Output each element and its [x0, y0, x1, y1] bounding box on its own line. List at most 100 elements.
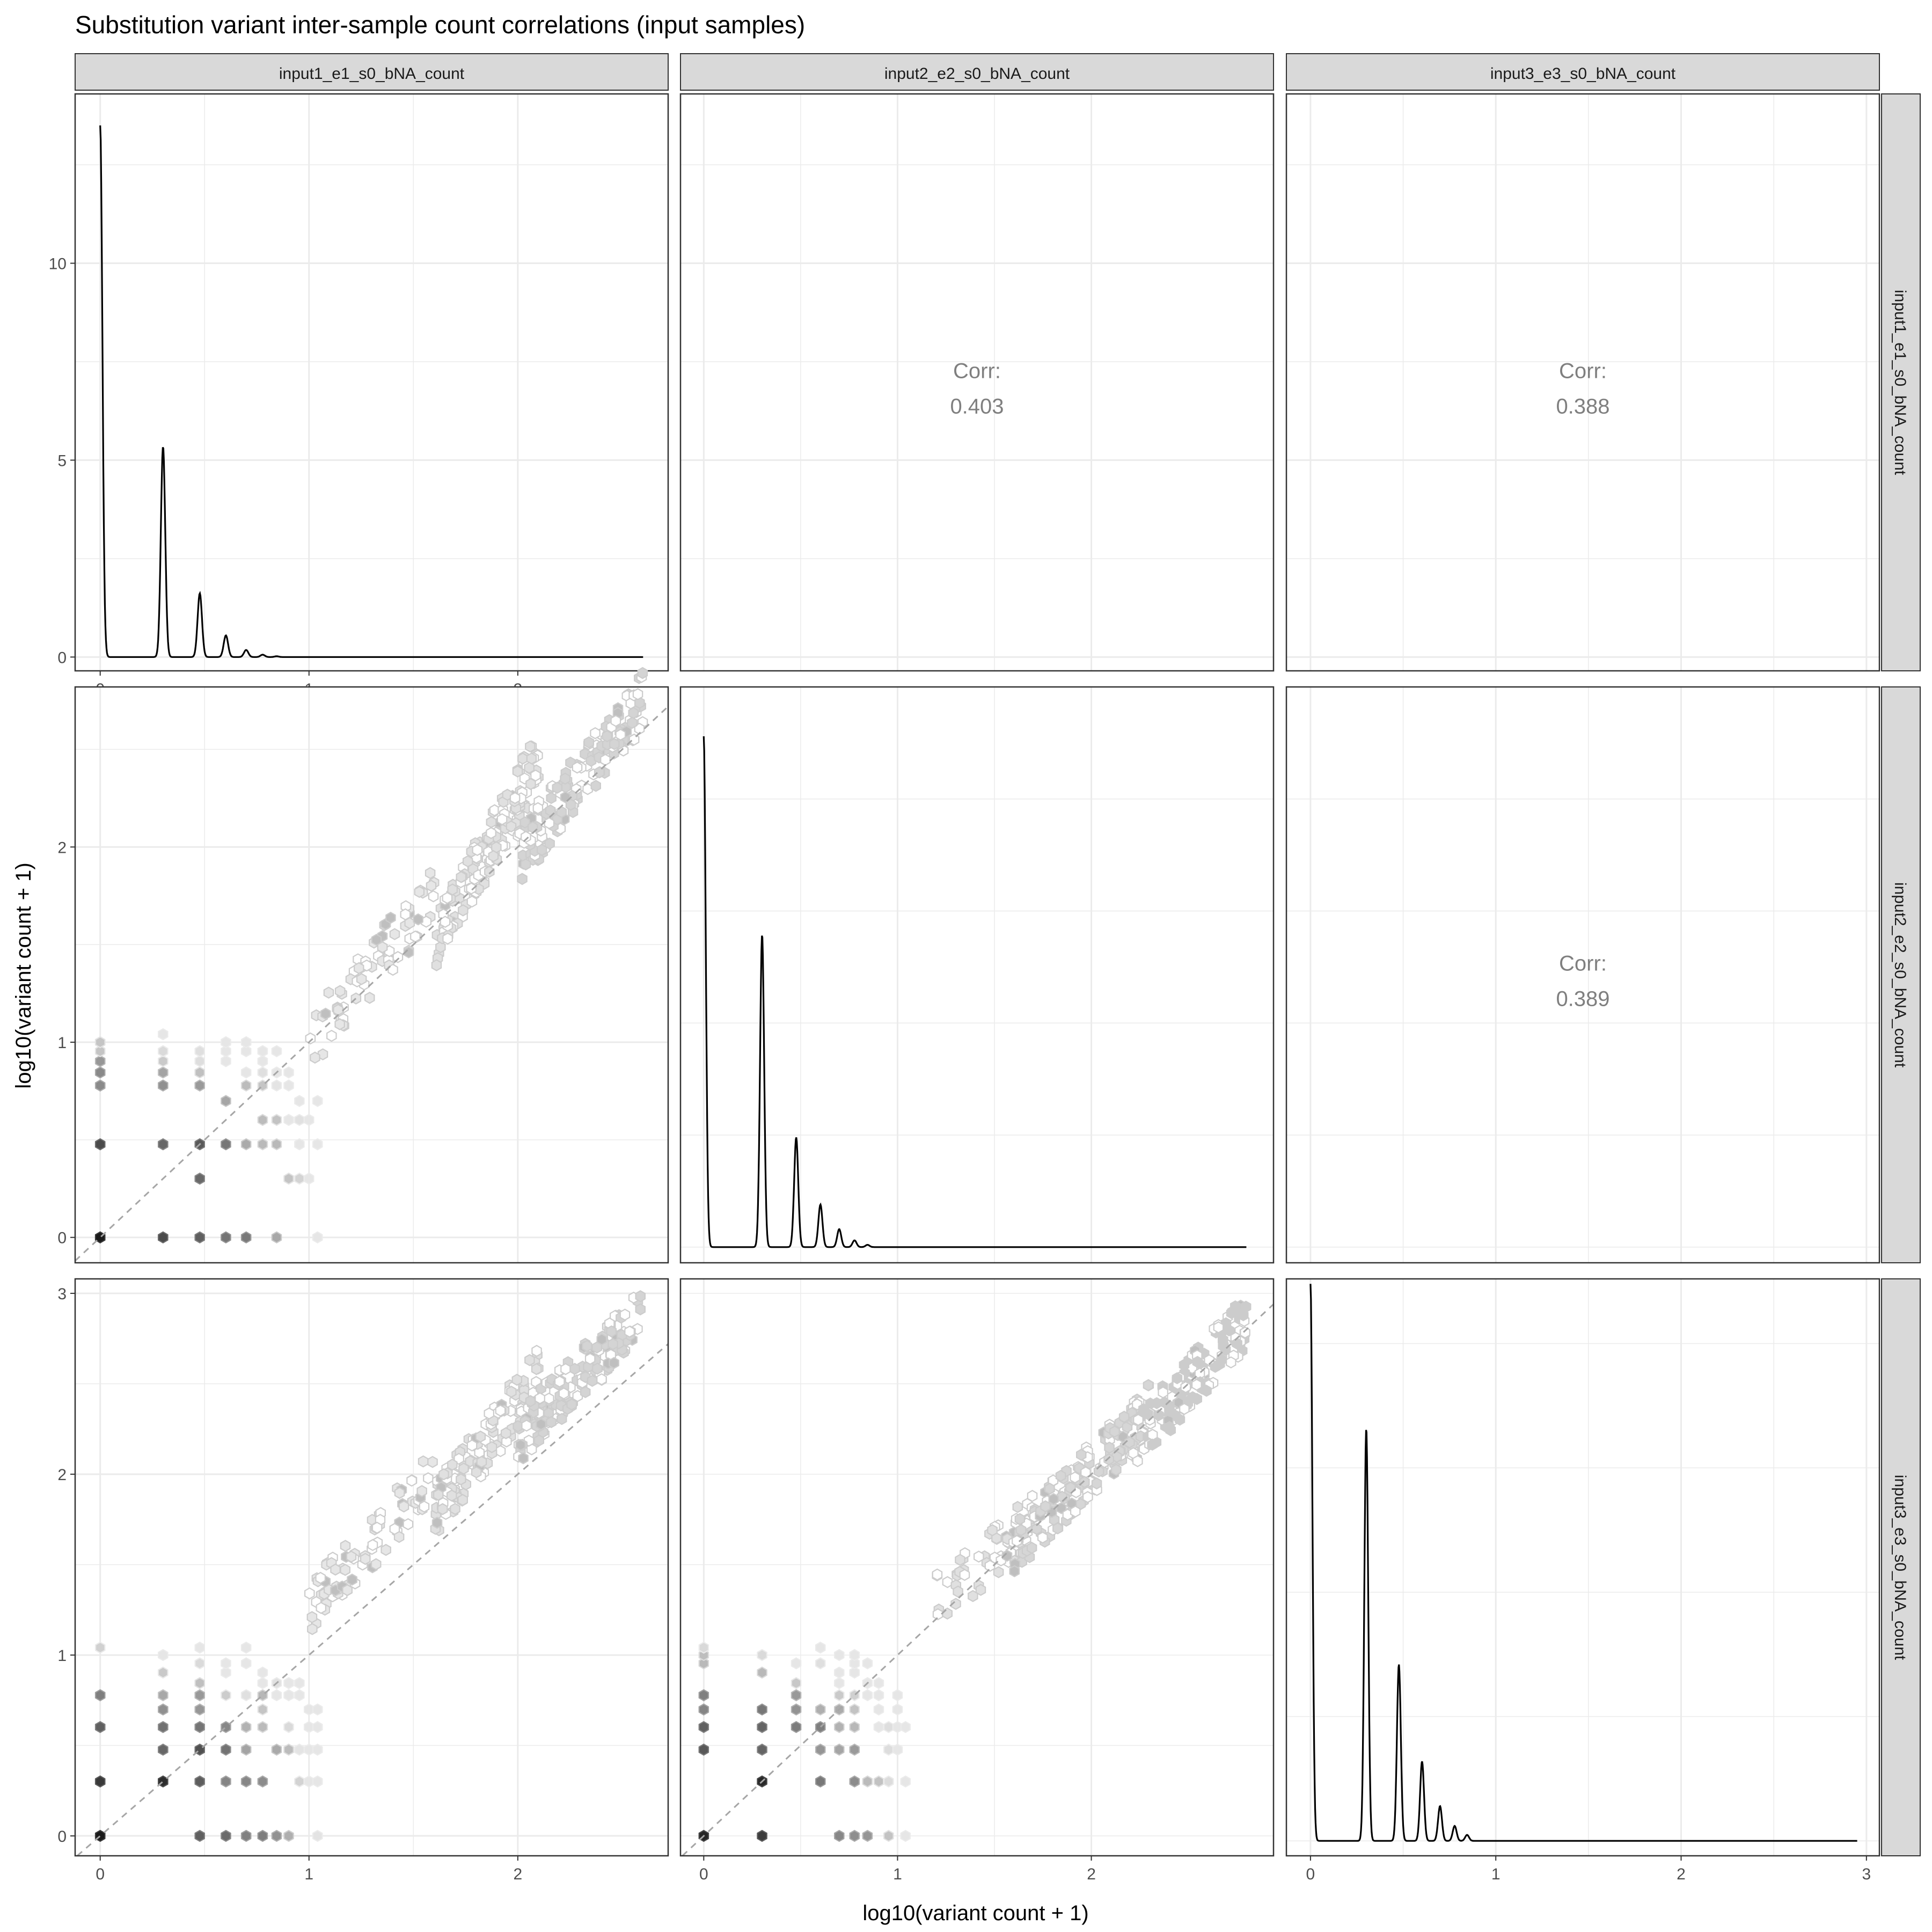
- x-axis-title: log10(variant count + 1): [862, 1901, 1088, 1925]
- hexbin-cell: [1070, 1505, 1081, 1518]
- hexbin-cell: [506, 1386, 517, 1398]
- hexbin-cell: [1213, 1321, 1224, 1334]
- hexbin-cell: [546, 792, 557, 804]
- hexbin-cell: [323, 986, 334, 999]
- hexbin-cell: [402, 1518, 414, 1531]
- hexbin-cell: [438, 1468, 449, 1481]
- hexbin-cell: [552, 781, 563, 794]
- hexbin-cell: [1118, 1410, 1130, 1423]
- hexbin-cell: [833, 1829, 845, 1842]
- hexbin-cell: [1191, 1379, 1202, 1391]
- hexbin-cell: [312, 1138, 323, 1151]
- y-tick-label: 0: [57, 649, 67, 667]
- hexbin-cell: [394, 1487, 405, 1499]
- panel-background: [1286, 687, 1879, 1263]
- hexbin-cell: [610, 715, 621, 727]
- hexbin-cell: [257, 1677, 268, 1689]
- hexbin-cell: [361, 959, 372, 972]
- row-strip-label-1: input1_e1_s0_bNA_count: [1891, 290, 1909, 475]
- hexbin-cell: [456, 870, 467, 883]
- hexbin-cell: [194, 1231, 205, 1243]
- hexbin-cell: [471, 1466, 482, 1479]
- hexbin-cell: [283, 1677, 294, 1689]
- hexbin-cell: [462, 855, 473, 868]
- hexbin-cell: [791, 1657, 802, 1670]
- hexbin-cell: [403, 946, 414, 958]
- hexbin-cell: [158, 1703, 169, 1716]
- hexbin-cell: [556, 1413, 567, 1425]
- hexbin-cell: [356, 973, 367, 985]
- hexbin-cell: [221, 1231, 231, 1243]
- panel-background: [680, 94, 1274, 671]
- hexbin-cell: [1040, 1500, 1051, 1513]
- panel-background: [1286, 1279, 1879, 1856]
- hexbin-cell: [608, 1338, 618, 1350]
- hexbin-cell: [240, 1231, 252, 1243]
- density-curve: [702, 736, 1247, 1248]
- hexbin-cell: [524, 762, 535, 774]
- hexbin-cell: [590, 780, 602, 792]
- hexbin-cell: [584, 1352, 596, 1365]
- hexbin-cell: [389, 1523, 400, 1535]
- hexbin-cell: [257, 1045, 268, 1057]
- hexbin-cell: [315, 1571, 326, 1584]
- y-tick-label: 10: [49, 255, 67, 273]
- hexbin-cell: [581, 1340, 592, 1352]
- hexbin-cell: [94, 1055, 106, 1067]
- hexbin-cell: [194, 1703, 205, 1716]
- hexbin-cell: [194, 1677, 205, 1689]
- hexbin-cell: [628, 707, 639, 719]
- hexbin-cell: [517, 873, 528, 885]
- hexbin-cell: [414, 885, 425, 898]
- hexbin-cell: [303, 1775, 314, 1788]
- hexbin-cell: [525, 740, 536, 753]
- hexbin-cell: [698, 1743, 709, 1756]
- hexbin-cell: [442, 932, 453, 945]
- hexbin-cell: [833, 1649, 845, 1662]
- hexbin-cell: [413, 913, 423, 926]
- hexbin-cell: [1031, 1523, 1042, 1535]
- hexbin-cell: [1158, 1386, 1168, 1399]
- hexbin-cell: [512, 765, 523, 778]
- hexbin-cell: [312, 1095, 323, 1107]
- hexbin-cell: [900, 1829, 911, 1842]
- hexbin-cell: [1111, 1463, 1122, 1476]
- hexbin-cell: [283, 1066, 294, 1079]
- panel-row3-col2: 0 1 2: [679, 1278, 1275, 1883]
- hexbin-cell: [221, 1775, 231, 1788]
- identity-line: [682, 1304, 1275, 1857]
- hexbin-cell: [592, 1363, 603, 1375]
- hexbin-cell: [791, 1689, 802, 1702]
- row-strip-3: [1881, 1278, 1921, 1856]
- y-tick-label: 1: [57, 1034, 67, 1052]
- hexbin-cell: [398, 1500, 409, 1513]
- hexbin-cell: [330, 1563, 341, 1576]
- hexbin-cell: [513, 1420, 523, 1432]
- hexbin-cell: [583, 736, 595, 749]
- hexbin-cell: [271, 1045, 282, 1057]
- hexbin-cell: [240, 1657, 252, 1670]
- hexbin-cell: [495, 1445, 506, 1458]
- hexbin-cell: [317, 1048, 328, 1060]
- hexbin-cell: [312, 1775, 323, 1788]
- hexbin-cell: [158, 1066, 169, 1079]
- hexbin-cell: [698, 1721, 709, 1733]
- hexbin-cell: [447, 883, 458, 896]
- hexbin-cell: [419, 1501, 430, 1513]
- hexbin-cell: [484, 866, 495, 878]
- hexbin-cell: [194, 1055, 205, 1067]
- hexbin-cell: [294, 1095, 305, 1107]
- hexbin-cell: [862, 1689, 873, 1702]
- hexbin-cell: [257, 1775, 268, 1788]
- hexbin-cell: [815, 1743, 826, 1756]
- y-tick-label: 0: [57, 1230, 67, 1247]
- hexbin-cell: [427, 1455, 438, 1468]
- hexbin-cell: [1091, 1477, 1102, 1490]
- y-tick-label: 3: [57, 1285, 67, 1303]
- column-strip-label-1: input1_e1_s0_bNA_count: [279, 65, 465, 83]
- hexbin-cell: [698, 1657, 709, 1670]
- hexbin-cell: [1037, 1531, 1048, 1544]
- hexbin-cell: [304, 1587, 315, 1600]
- hexbin-cell: [1079, 1476, 1090, 1488]
- hexbin-cell: [698, 1689, 709, 1702]
